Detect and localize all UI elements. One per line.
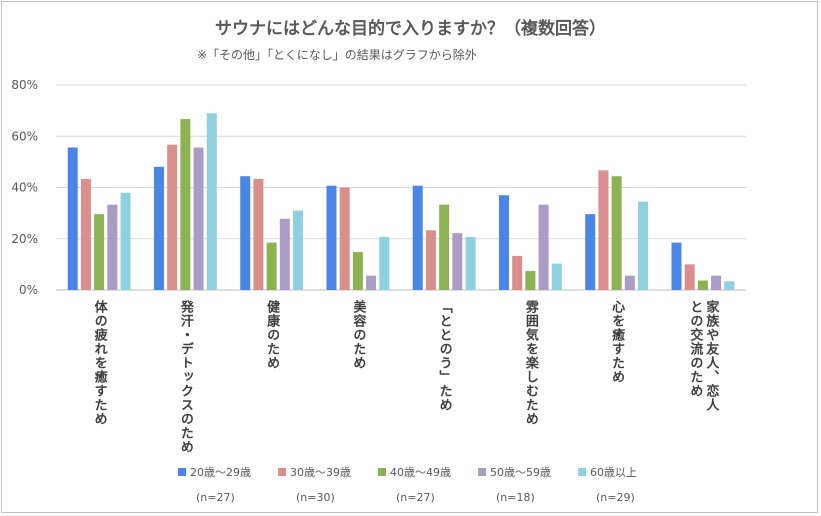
category-label: 健康のため <box>264 299 280 370</box>
bar <box>671 242 682 290</box>
legend-item: 30歳～39歳 (n=30) <box>278 464 378 504</box>
bar <box>551 263 562 290</box>
legend-swatch <box>578 468 586 476</box>
legend-swatch <box>378 468 386 476</box>
bar <box>120 192 131 290</box>
category-label: 美容のため <box>350 299 367 370</box>
bar <box>366 275 377 290</box>
bar <box>67 147 78 290</box>
y-tick-label: 0% <box>19 283 38 297</box>
legend-label: 30歳～39歳 <box>290 466 351 479</box>
legend-swatch <box>478 468 486 476</box>
legend-item: 50歳～59歳 (n=18) <box>478 464 578 504</box>
category-label: との交流のため <box>687 300 703 398</box>
bar <box>611 176 622 290</box>
bar <box>253 179 264 290</box>
legend-item: 40歳～49歳 (n=27) <box>378 464 478 504</box>
legend-swatch <box>278 468 286 476</box>
bar <box>498 195 509 290</box>
legend-sample-size: (n=18) <box>496 491 535 504</box>
y-tick-label: 60% <box>11 129 38 143</box>
bar <box>193 147 204 290</box>
bar <box>107 204 118 290</box>
legend-item: 60歳以上 (n=29) <box>578 464 678 504</box>
legend-sample-size: (n=30) <box>296 491 335 504</box>
bar <box>379 236 390 290</box>
legend-sample-size: (n=27) <box>196 491 235 504</box>
bar <box>538 204 549 290</box>
bar <box>206 113 217 290</box>
bar <box>697 280 708 290</box>
bar <box>638 201 649 290</box>
legend-label: 60歳以上 <box>590 466 637 479</box>
chart-subtitle: ※「その他」「とくになし」の結果はグラフから除外 <box>197 48 477 62</box>
bar <box>585 214 596 290</box>
category-label: 家族や友人、恋人 <box>703 299 719 412</box>
legend-label: 50歳～59歳 <box>490 466 551 479</box>
legend-sample-size: (n=29) <box>596 491 635 504</box>
bar <box>465 236 476 290</box>
bar <box>352 252 363 290</box>
bar <box>525 271 536 290</box>
bar <box>326 185 337 290</box>
bar <box>153 166 164 290</box>
bar <box>167 144 178 290</box>
bar <box>711 275 722 290</box>
category-label: 心を癒すため <box>609 300 625 384</box>
category-label: 体の疲れを癒すため <box>92 299 108 426</box>
legend-swatch <box>178 468 186 476</box>
bar <box>724 281 735 290</box>
bar <box>598 170 609 290</box>
legend-sample-size: (n=27) <box>396 491 435 504</box>
y-tick-label: 40% <box>11 181 38 195</box>
bar <box>80 179 91 290</box>
category-label: 発汗・デトックスのため <box>178 299 195 454</box>
legend-item: 20歳～29歳 (n=27) <box>178 464 278 504</box>
bar <box>240 176 251 290</box>
category-label: 雰囲気を楽しむため <box>523 299 540 426</box>
category-label: 「ととのう」ため <box>437 300 453 412</box>
bar <box>425 230 436 290</box>
bar <box>293 210 304 290</box>
bar <box>279 218 290 290</box>
bar <box>624 275 635 290</box>
bar <box>439 204 450 290</box>
bar <box>339 187 350 290</box>
bar <box>512 255 523 290</box>
bar <box>412 185 423 290</box>
bar <box>266 242 277 290</box>
bar <box>94 214 105 290</box>
y-tick-label: 80% <box>11 78 38 92</box>
chart-title: サウナにはどんな目的で入りますか？（複数回答） <box>215 19 606 39</box>
y-tick-label: 20% <box>11 232 38 246</box>
bar <box>180 119 191 290</box>
bar <box>452 233 463 290</box>
legend-label: 40歳～49歳 <box>390 466 451 479</box>
bar <box>684 264 695 290</box>
legend-label: 20歳～29歳 <box>190 466 251 479</box>
